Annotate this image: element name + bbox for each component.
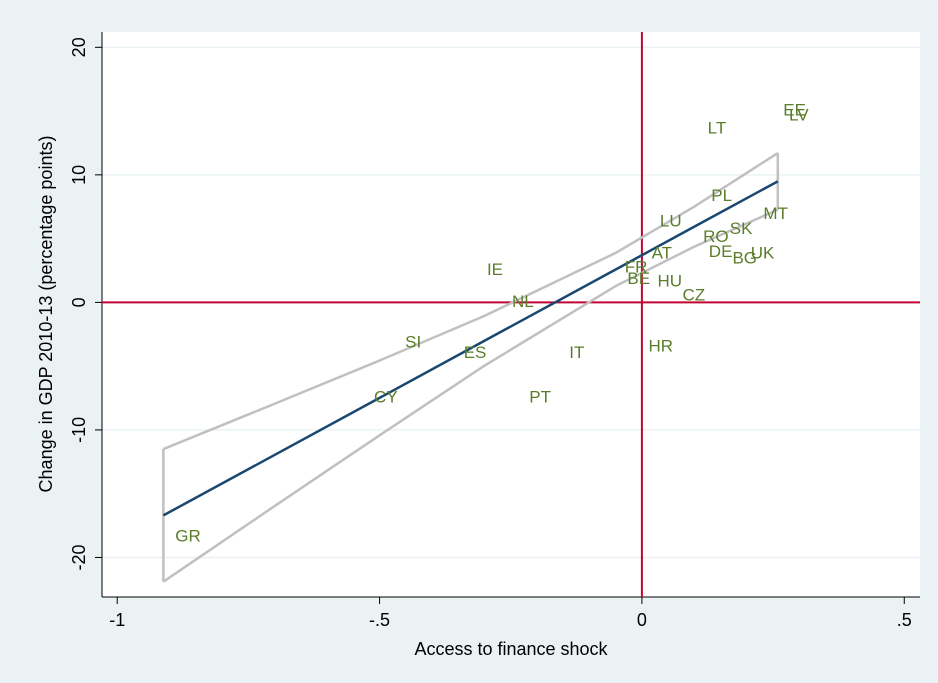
point-label: CZ: [683, 285, 706, 304]
point-label: UK: [751, 243, 775, 262]
point-label: LT: [708, 118, 727, 137]
point-label: IT: [569, 343, 584, 362]
point-label: BE: [627, 269, 650, 288]
point-label: LV: [789, 106, 809, 125]
fit-line: [162, 180, 779, 517]
x-tick-label: .5: [897, 610, 912, 630]
ci-upper: [162, 151, 779, 451]
y-tick-label: 20: [69, 37, 89, 57]
point-label: IE: [487, 260, 503, 279]
y-axis-label: Change in GDP 2010-13 (percentage points…: [36, 136, 56, 493]
point-label: CY: [374, 388, 398, 407]
point-label: SK: [730, 219, 753, 238]
y-tick-label: -10: [69, 417, 89, 443]
x-tick-label: -.5: [369, 610, 390, 630]
point-label: EE: [783, 101, 806, 120]
point-label: SI: [405, 333, 421, 352]
y-tick-label: 10: [69, 165, 89, 185]
point-label: MT: [763, 204, 788, 223]
point-label: HU: [657, 271, 682, 290]
plot-area: [102, 32, 920, 597]
x-tick-label: 0: [637, 610, 647, 630]
point-label: RO: [703, 227, 729, 246]
point-label: DE: [709, 242, 733, 261]
point-label: AT: [652, 243, 672, 262]
ci-lower: [162, 208, 779, 583]
point-label: ES: [464, 343, 487, 362]
point-label: NL: [512, 292, 534, 311]
x-tick-label: -1: [109, 610, 125, 630]
y-tick-label: -20: [69, 544, 89, 570]
point-label: PT: [529, 388, 551, 407]
x-axis-label: Access to finance shock: [414, 639, 608, 659]
point-label: BG: [732, 249, 757, 268]
y-tick-label: 0: [69, 297, 89, 307]
point-label: PL: [711, 186, 732, 205]
point-label: GR: [175, 527, 201, 546]
point-label: HR: [649, 337, 674, 356]
point-label: LU: [660, 212, 682, 231]
point-label: FR: [625, 257, 648, 276]
